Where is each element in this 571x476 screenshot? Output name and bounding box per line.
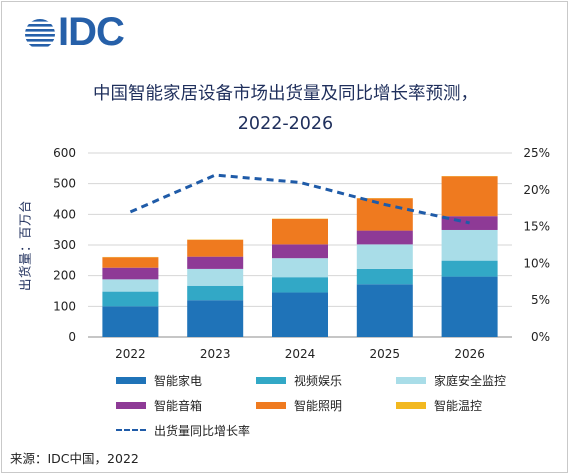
legend-swatch	[116, 401, 146, 409]
y-tick-label: 400	[53, 207, 76, 221]
bar-segment	[187, 285, 244, 301]
chart-title-line1: 中国智能家居设备市场出货量及同比增长率预测，	[93, 84, 478, 104]
bar-segment	[272, 277, 328, 293]
x-tick-label: 2024	[285, 347, 316, 361]
y2-tick-label: 0%	[531, 330, 550, 344]
x-tick-label: 2025	[370, 347, 401, 361]
bar-segment	[187, 256, 244, 269]
y-tick-label: 500	[53, 177, 76, 191]
bar-segment	[102, 257, 159, 268]
growth-line-layer	[129, 173, 470, 225]
x-tick-label: 2026	[454, 347, 485, 361]
y-tick-label: 600	[53, 146, 76, 160]
y2-tick-label: 20%	[523, 183, 550, 197]
bar-segment	[272, 244, 328, 259]
stacked-bars	[102, 176, 498, 337]
bar-segment	[187, 239, 244, 257]
legend-label: 视频娱乐	[294, 373, 343, 388]
bar-segment	[187, 268, 244, 286]
x-tick-label: 2022	[115, 347, 146, 361]
legend-line-swatch	[116, 429, 146, 431]
bar-segment	[187, 300, 244, 337]
legend-item-smart-lighting: 智能照明	[256, 397, 342, 413]
legend-label: 智能照明	[294, 398, 343, 413]
bar-segment	[356, 244, 413, 269]
logo-text: IDC	[58, 10, 125, 54]
legend-label: 家庭安全监控	[434, 373, 507, 388]
bar-segment	[272, 292, 328, 337]
bar-segment	[356, 284, 413, 337]
legend-swatch	[396, 401, 426, 409]
legend-item-smart-speaker: 智能音箱	[116, 397, 202, 413]
chart-title-line2: 2022-2026	[237, 114, 334, 134]
idc-logo-mark	[25, 19, 55, 47]
bar-segment	[356, 230, 413, 245]
bar-segment	[102, 279, 159, 292]
x-tick-label: 2023	[200, 347, 231, 361]
y2-tick-label: 25%	[523, 146, 550, 160]
legend: 智能家电 视频娱乐 家庭安全监控 智能音箱 智能照明 智能温控 出货量同比增长率	[116, 372, 546, 438]
legend-item-smart-temperature: 智能温控	[396, 397, 482, 413]
right-axis-ticks: 0% 5% 10% 15% 20% 25%	[523, 146, 550, 344]
growth-rate-line	[129, 173, 470, 225]
legend-swatch	[116, 376, 146, 384]
legend-label: 出货量同比增长率	[154, 423, 251, 438]
legend-label: 智能温控	[434, 398, 483, 413]
legend-item-video-entertainment: 视频娱乐	[256, 372, 342, 388]
legend-swatch	[256, 401, 286, 409]
idc-logo: IDC	[22, 10, 142, 54]
legend-label: 智能家电	[154, 373, 203, 388]
y2-tick-label: 10%	[523, 256, 550, 270]
y-tick-label: 100	[53, 299, 76, 313]
legend-label: 智能音箱	[154, 398, 203, 413]
source-note: 来源：IDC中国，2022	[10, 451, 139, 466]
y2-tick-label: 15%	[523, 220, 550, 234]
bar-segment	[272, 218, 328, 245]
bar-segment	[441, 276, 498, 337]
bar-segment	[441, 176, 498, 217]
left-axis-ticks: 0 100 200 300 400 500 600	[53, 146, 76, 344]
legend-swatch	[256, 376, 286, 384]
y-tick-label: 200	[53, 269, 76, 283]
bar-segment	[102, 267, 159, 280]
y-tick-label: 300	[53, 238, 76, 252]
bar-segment	[441, 229, 498, 261]
legend-item-home-security: 家庭安全监控	[396, 372, 506, 388]
x-axis-ticks: 2022 2023 2024 2025 2026	[115, 347, 485, 361]
bar-segment	[272, 258, 328, 278]
bar-segment	[102, 291, 159, 307]
legend-item-growth-rate: 出货量同比增长率	[116, 422, 250, 438]
bar-segment	[441, 216, 498, 230]
bar-segment	[102, 306, 159, 337]
bar-segment	[356, 268, 413, 285]
bar-segment	[441, 260, 498, 277]
y2-tick-label: 5%	[531, 293, 550, 307]
y-tick-label: 0	[68, 330, 76, 344]
legend-swatch	[396, 376, 426, 384]
legend-item-smart-appliance: 智能家电	[116, 372, 202, 388]
